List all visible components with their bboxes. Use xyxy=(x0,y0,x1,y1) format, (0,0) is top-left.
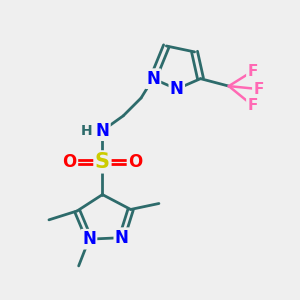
Text: N: N xyxy=(146,70,160,88)
Text: F: F xyxy=(248,98,258,113)
Text: N: N xyxy=(95,122,110,140)
Text: O: O xyxy=(128,153,142,171)
Text: S: S xyxy=(95,152,110,172)
Text: N: N xyxy=(170,80,184,98)
Text: H: H xyxy=(81,124,93,138)
Text: N: N xyxy=(115,229,129,247)
Text: N: N xyxy=(82,230,96,248)
Text: F: F xyxy=(248,64,258,79)
Text: O: O xyxy=(63,153,77,171)
Text: F: F xyxy=(253,82,264,97)
